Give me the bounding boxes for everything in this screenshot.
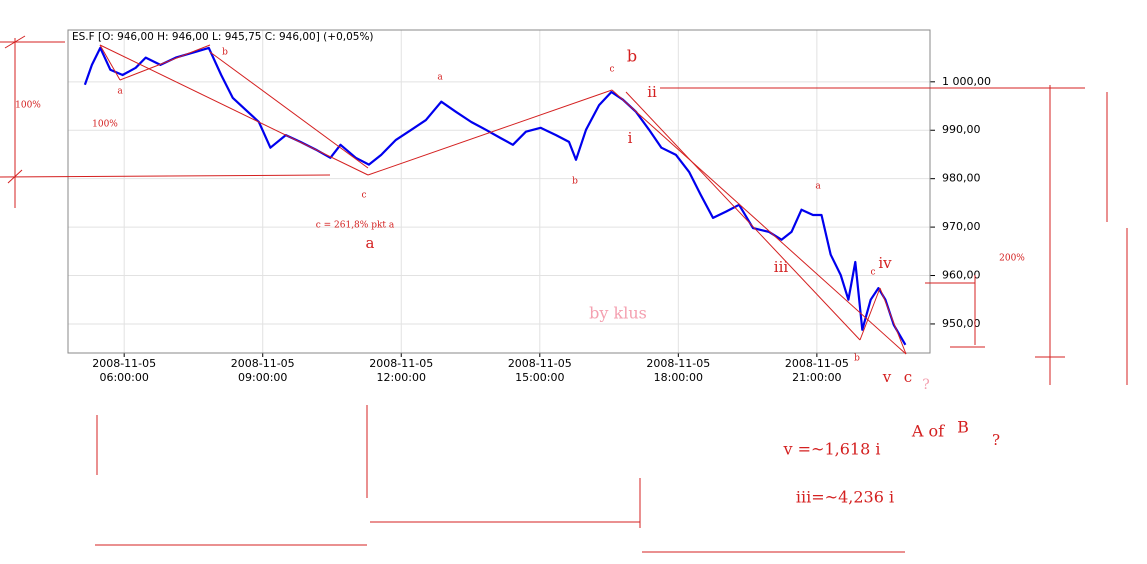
annotation: v [882, 368, 892, 386]
annotation: ? [992, 431, 1000, 449]
x-tick-label: 2008-11-05 09:00:00 [230, 357, 295, 384]
x-tick-label: 2008-11-05 15:00:00 [507, 357, 572, 384]
annotation: 200% [999, 254, 1025, 264]
annotation: a [366, 234, 375, 252]
annotation: iv [878, 254, 892, 272]
annotation: c [361, 191, 366, 201]
annotation: v =~1,618 i [783, 440, 881, 459]
annotation: ii [647, 83, 657, 101]
annotation: i [628, 129, 633, 147]
y-tick-label: 980,00 [942, 172, 981, 185]
annotation: b [572, 177, 578, 187]
annotation: c [609, 65, 614, 75]
y-tick-label: 970,00 [942, 220, 981, 233]
annotation: a [117, 87, 123, 97]
price-line [83, 46, 907, 346]
x-tick-label: 2008-11-05 06:00:00 [92, 357, 157, 384]
annotation: iii=~4,236 i [796, 488, 894, 507]
annotation: A of [911, 422, 945, 441]
chart-header: ES.F [O: 946,00 H: 946,00 L: 945,75 C: 9… [72, 31, 374, 43]
annotation: 100% [92, 120, 118, 130]
annotation: B [957, 418, 969, 437]
annotation: by klus [589, 304, 647, 323]
annotation-lines [0, 35, 1128, 553]
y-tick-label: 1 000,00 [942, 75, 991, 88]
annotation: c = 261,8% pkt a [316, 221, 395, 231]
y-tick-label: 960,00 [942, 269, 981, 282]
annotation: ? [922, 377, 930, 393]
annotation: a [437, 73, 443, 83]
annotation: iii [774, 258, 789, 276]
y-tick-label: 950,00 [942, 317, 981, 330]
x-tick-label: 2008-11-05 12:00:00 [369, 357, 434, 384]
annotation: c [870, 268, 875, 278]
annotation: 100% [15, 101, 41, 111]
annotation: b [854, 354, 860, 364]
y-tick-label: 990,00 [942, 123, 981, 136]
annotation: b [222, 48, 228, 58]
annotation: b [627, 47, 637, 66]
x-tick-label: 2008-11-05 18:00:00 [646, 357, 711, 384]
annotation: c [904, 368, 912, 386]
plot-area [67, 29, 931, 354]
x-tick-label: 2008-11-05 21:00:00 [784, 357, 849, 384]
annotation: a [815, 182, 821, 192]
